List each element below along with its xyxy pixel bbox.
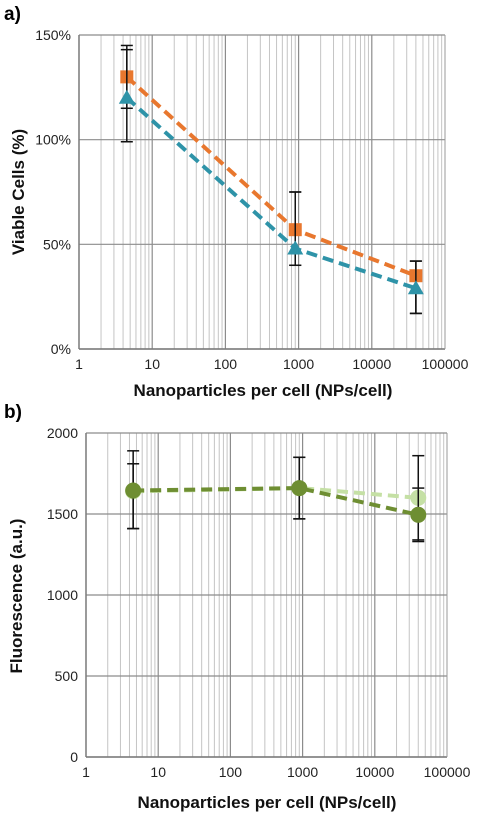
chart-b-x-tick-label: 1	[82, 764, 90, 780]
chart-b-y-tick-label: 1500	[47, 506, 78, 522]
chart-a-series-2	[118, 48, 424, 315]
chart-a-x-tick-label: 100	[214, 356, 238, 372]
chart-b-series-2-point	[291, 480, 308, 497]
chart-a: a) 0% 50% 100% 150% 1 10 100 1000 10000 100000 N…	[4, 4, 469, 400]
chart-a-x-tick-label: 1000	[283, 356, 314, 372]
chart-a-x-tick-label: 10000	[352, 356, 391, 372]
chart-b-x-tick-label: 10	[150, 764, 166, 780]
chart-b-y-ticks: 0 500 1000 1500 2000	[47, 425, 78, 765]
chart-a-y-tick-label: 50%	[43, 236, 71, 252]
chart-b-y-tick-label: 2000	[47, 425, 78, 441]
chart-b-panel-label: b)	[4, 402, 22, 423]
chart-b-grid	[85, 432, 447, 758]
chart-b: b) 0 500 1000 1500 2000 1 10 100 1000 10000 10000…	[4, 402, 471, 812]
chart-b-x-tick-label: 1000	[287, 764, 318, 780]
chart-b-y-axis-title: Fluorescence (a.u.)	[7, 519, 26, 674]
chart-a-series-1-line	[125, 75, 417, 278]
chart-a-y-tick-label: 0%	[51, 341, 71, 357]
chart-a-series-1	[120, 44, 423, 315]
chart-b-y-tick-label: 500	[55, 668, 79, 684]
chart-b-x-ticks: 1 10 100 1000 10000 100000	[82, 764, 470, 780]
chart-a-y-tick-label: 100%	[35, 132, 71, 148]
chart-a-y-tick-label: 150%	[35, 27, 71, 43]
chart-b-series-1	[125, 450, 427, 541]
chart-a-series-2-point	[407, 280, 424, 295]
chart-a-x-ticks: 1 10 100 1000 10000 100000	[75, 356, 468, 372]
chart-b-y-tick-label: 0	[70, 749, 78, 765]
chart-b-frame	[85, 433, 448, 758]
chart-a-x-tick-label: 10	[144, 356, 160, 372]
chart-b-x-tick-label: 100	[219, 764, 243, 780]
chart-a-x-tick-label: 1	[75, 356, 83, 372]
chart-a-frame	[78, 35, 446, 350]
chart-a-x-tick-label: 100000	[422, 356, 469, 372]
chart-a-series	[118, 44, 424, 315]
chart-a-series-2-point	[287, 240, 304, 255]
chart-a-y-axis-title: Viable Cells (%)	[9, 129, 28, 255]
chart-b-x-tick-label: 100000	[424, 764, 471, 780]
chart-b-y-tick-label: 1000	[47, 587, 78, 603]
chart-a-x-axis-title: Nanoparticles per cell (NPs/cell)	[134, 381, 393, 400]
chart-b-x-tick-label: 10000	[355, 764, 394, 780]
chart-a-panel-label: a)	[4, 4, 21, 25]
chart-a-y-ticks: 0% 50% 100% 150%	[35, 27, 71, 357]
chart-b-series-2-line	[133, 486, 419, 517]
chart-b-series-2-point	[125, 482, 142, 499]
chart-a-grid	[78, 34, 445, 350]
chart-a-series-2-point	[118, 89, 135, 104]
chart-b-series-2	[125, 456, 427, 543]
chart-b-series	[125, 450, 427, 543]
chart-b-series-2-point	[410, 506, 427, 523]
chart-b-x-axis-title: Nanoparticles per cell (NPs/cell)	[138, 793, 397, 812]
